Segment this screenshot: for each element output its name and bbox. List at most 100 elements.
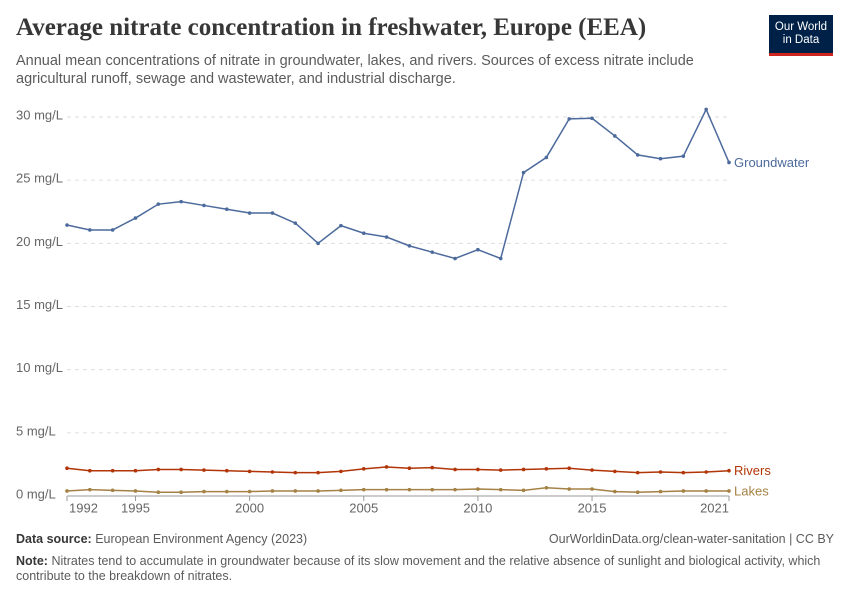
- data-point: [635, 470, 640, 475]
- data-point: [613, 489, 617, 494]
- source-label: Data source:: [16, 532, 92, 546]
- data-point: [453, 467, 457, 472]
- data-point: [430, 487, 435, 492]
- data-point: [635, 153, 640, 157]
- data-point: [247, 489, 252, 494]
- data-point: [88, 228, 92, 232]
- data-point: [567, 117, 572, 121]
- data-point: [704, 107, 708, 112]
- data-point: [224, 207, 229, 212]
- data-point: [133, 468, 138, 473]
- data-point: [202, 203, 206, 208]
- data-point: [476, 487, 480, 491]
- data-point: [704, 489, 708, 493]
- data-point: [521, 488, 526, 493]
- data-point: [727, 468, 731, 473]
- data-point: [498, 468, 503, 472]
- x-tick-label: 1992: [69, 500, 98, 515]
- data-point: [567, 487, 572, 491]
- data-point: [110, 228, 115, 232]
- chart-subtitle: Annual mean concentrations of nitrate in…: [16, 53, 694, 87]
- data-point: [476, 467, 480, 472]
- data-point: [110, 488, 115, 493]
- data-point: [681, 470, 686, 475]
- data-point: [590, 468, 594, 472]
- series-line: [66, 466, 730, 474]
- data-point: [316, 241, 320, 246]
- x-tick-label: 2010: [463, 500, 492, 515]
- y-tick-label: 25 mg/L: [16, 171, 63, 186]
- data-point: [156, 202, 161, 206]
- legend-label: Lakes: [734, 483, 769, 498]
- y-tick-label: 30 mg/L: [16, 107, 63, 122]
- source: Data source: European Environment Agency…: [16, 532, 307, 546]
- x-tick-label: 2015: [578, 500, 607, 515]
- data-point: [498, 256, 503, 261]
- data-point: [635, 490, 640, 495]
- data-point: [293, 489, 298, 493]
- data-point: [202, 468, 206, 472]
- data-point: [613, 134, 617, 138]
- data-point: [156, 467, 161, 472]
- data-point: [293, 221, 298, 225]
- data-point: [65, 223, 69, 227]
- data-point: [179, 490, 183, 495]
- data-point: [361, 487, 366, 492]
- y-tick-label: 10 mg/L: [16, 360, 63, 375]
- data-point: [727, 160, 731, 165]
- data-point: [133, 216, 138, 220]
- data-point: [567, 466, 572, 471]
- data-point: [407, 244, 412, 248]
- data-point: [681, 154, 686, 158]
- data-point: [544, 467, 549, 471]
- data-point: [270, 211, 275, 215]
- data-point: [430, 465, 435, 470]
- y-tick-label: 5 mg/L: [16, 423, 56, 438]
- data-point: [453, 256, 457, 261]
- x-tick-label: 2005: [349, 500, 378, 515]
- data-point: [224, 468, 229, 473]
- note: Note: Nitrates tend to accumulate in gro…: [16, 554, 826, 584]
- data-point: [453, 487, 457, 492]
- data-point: [658, 156, 663, 161]
- y-tick-label: 20 mg/L: [16, 234, 63, 249]
- y-tick-label: 0 mg/L: [16, 486, 56, 501]
- data-point: [658, 489, 663, 494]
- logo-text: in Data: [782, 34, 820, 46]
- logo[interactable]: Our World in Data: [769, 15, 833, 56]
- data-point: [476, 247, 480, 252]
- data-point: [613, 469, 617, 474]
- x-tick-label: 2021: [700, 500, 729, 515]
- series-line: [66, 487, 729, 493]
- data-point: [247, 469, 252, 474]
- source-text[interactable]: European Environment Agency (2023): [95, 532, 308, 546]
- data-point: [704, 470, 708, 474]
- data-point: [498, 487, 503, 492]
- data-point: [133, 489, 138, 493]
- legend-label: Rivers: [734, 463, 771, 478]
- x-tick-label: 2000: [235, 500, 264, 515]
- chart-title: Average nitrate concentration in freshwa…: [16, 14, 647, 41]
- source-url[interactable]: OurWorldinData.org/clean-water-sanitatio…: [548, 532, 834, 546]
- data-point: [361, 467, 366, 471]
- data-point: [384, 487, 389, 492]
- series-line: [66, 107, 730, 260]
- data-point: [544, 155, 549, 160]
- data-point: [544, 485, 549, 490]
- data-point: [293, 470, 298, 475]
- data-point: [361, 231, 366, 236]
- data-point: [407, 466, 412, 471]
- data-point: [339, 223, 343, 228]
- data-point: [224, 489, 229, 494]
- data-point: [202, 489, 206, 494]
- data-point: [65, 489, 69, 493]
- data-point: [65, 466, 69, 471]
- x-tick-label: 1995: [121, 500, 150, 515]
- note-label: Note:: [16, 554, 48, 568]
- data-point: [384, 235, 389, 239]
- legend-label: Groundwater: [734, 155, 810, 170]
- data-point: [727, 489, 731, 493]
